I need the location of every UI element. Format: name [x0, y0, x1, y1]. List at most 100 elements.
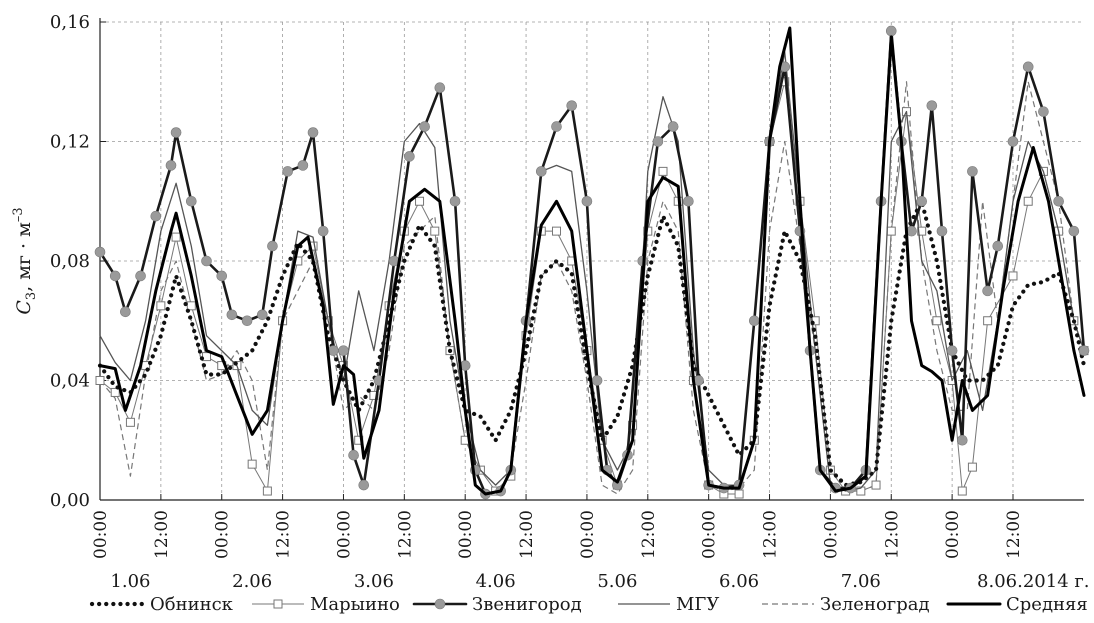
y-tick-label: 0,16	[50, 12, 90, 33]
day-label: 6.06	[719, 571, 759, 592]
data-point	[185, 195, 197, 207]
series-line	[99, 81, 1085, 495]
data-point	[328, 345, 339, 356]
data-point	[226, 309, 238, 321]
day-label: 4.06	[476, 571, 516, 592]
data-point	[430, 226, 440, 236]
data-point	[109, 270, 121, 282]
data-point	[551, 226, 561, 236]
series-thin	[99, 51, 1085, 492]
data-point	[415, 196, 425, 206]
x-tick-label: 12:00	[274, 510, 294, 559]
data-point	[171, 232, 181, 242]
data-point	[110, 387, 120, 397]
data-point	[257, 309, 268, 321]
data-point	[566, 100, 578, 111]
data-point	[667, 121, 679, 132]
data-point	[135, 270, 146, 282]
data-point	[886, 226, 896, 236]
data-point	[734, 489, 744, 499]
legend-label: МГУ	[676, 594, 719, 615]
day-label: 5.06	[597, 571, 637, 592]
data-point	[535, 166, 547, 177]
data-point	[983, 316, 993, 326]
data-point	[1007, 136, 1019, 147]
data-point	[967, 166, 978, 177]
series-thick	[98, 26, 1086, 496]
data-point	[201, 255, 212, 267]
x-tick-label: 00:00	[700, 510, 720, 559]
series-line	[99, 51, 1085, 492]
data-point	[282, 166, 293, 177]
data-point	[449, 195, 461, 207]
x-tick-label: 12:00	[639, 510, 659, 559]
data-point	[419, 121, 430, 132]
x-tick-label: 00:00	[578, 510, 598, 559]
series-dotted	[97, 199, 1087, 488]
day-label: 3.06	[354, 571, 394, 592]
data-point	[267, 240, 278, 252]
legend-marker	[273, 599, 283, 609]
data-point	[95, 376, 105, 385]
data-point	[683, 195, 694, 207]
day-label: 8.06.2014 г.	[977, 571, 1089, 592]
data-point	[885, 25, 897, 37]
x-tick-label: 12:00	[152, 510, 172, 559]
data-point	[658, 166, 668, 176]
x-tick-label: 12:00	[395, 510, 415, 559]
series-line	[98, 26, 1086, 496]
y-axis-title: C3, мг · м–3	[11, 207, 39, 314]
data-point	[216, 270, 228, 282]
data-point	[1008, 271, 1018, 281]
data-point	[932, 316, 942, 326]
data-point	[247, 459, 257, 469]
data-point	[434, 82, 446, 94]
data-point	[1023, 196, 1033, 206]
x-tick-label: 00:00	[456, 510, 476, 559]
data-point	[581, 195, 593, 207]
series-group	[94, 25, 1090, 500]
data-point	[916, 195, 927, 207]
x-tick-label: 00:00	[334, 510, 354, 559]
legend-marker	[434, 598, 446, 610]
legend-label: Обнинск	[150, 594, 234, 615]
legend: Обнинск Марыино Звенигород МГУ Зеленоград Сре…	[89, 594, 1088, 615]
data-point	[120, 306, 131, 318]
day-label: 1.06	[110, 571, 150, 592]
data-point	[1078, 345, 1090, 356]
data-point	[926, 100, 938, 111]
data-point	[652, 136, 664, 147]
data-point	[956, 434, 968, 446]
day-label: 2.06	[232, 571, 272, 592]
data-point	[1022, 61, 1034, 73]
x-tick-label: 00:00	[213, 510, 233, 559]
data-point	[856, 486, 866, 496]
data-point	[591, 375, 603, 386]
data-point	[936, 225, 948, 237]
x-tick-label: 00:00	[91, 510, 111, 559]
data-point	[348, 449, 359, 461]
legend-label: Зеленоград	[820, 594, 930, 615]
legend-label: Марыино	[310, 594, 400, 615]
data-point	[317, 225, 329, 237]
data-point	[1053, 195, 1064, 207]
y-axis-title-symbol: C	[13, 300, 35, 315]
data-point	[125, 417, 135, 427]
data-point	[156, 301, 166, 311]
legend-label: Средняя	[1006, 594, 1088, 615]
series-thick-circle	[94, 25, 1090, 500]
data-point	[404, 151, 415, 162]
y-tick-label: 0,04	[50, 371, 90, 392]
legend-label: Звенигород	[472, 594, 582, 615]
x-tick-label: 12:00	[761, 510, 781, 559]
data-point	[186, 301, 196, 311]
data-point	[1068, 225, 1080, 237]
data-point	[170, 127, 182, 138]
y-axis-title-units: , мг · м	[13, 222, 35, 292]
data-point	[917, 226, 927, 236]
series-line	[97, 199, 1087, 488]
data-point	[810, 316, 820, 326]
data-point	[241, 315, 253, 327]
data-point	[94, 246, 106, 258]
